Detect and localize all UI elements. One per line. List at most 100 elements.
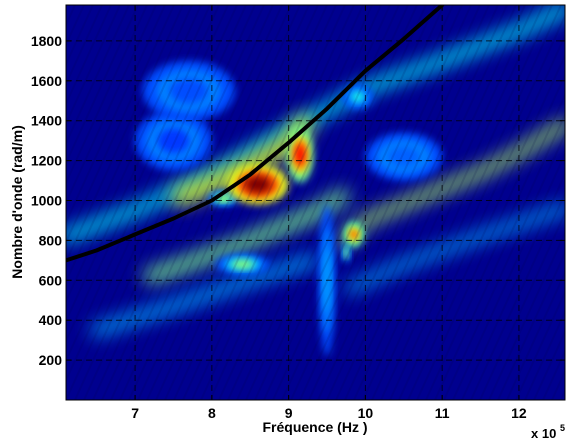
y-tick-label: 1200 (31, 153, 62, 169)
grid (66, 5, 565, 400)
stripe (0, 5, 3, 400)
stripe (66, 5, 103, 87)
stripe (66, 5, 121, 126)
stripe (173, 5, 355, 400)
stripe (74, 5, 256, 400)
stripe (263, 5, 445, 400)
hot-spot (350, 229, 358, 240)
stripe (110, 5, 292, 400)
stripe (66, 5, 220, 344)
stripe (66, 5, 202, 304)
stripe (389, 13, 565, 400)
stripe (155, 5, 337, 400)
stripe (398, 33, 565, 400)
stripe (66, 5, 157, 205)
stripe (506, 270, 565, 400)
stripe (66, 5, 184, 265)
stripe (452, 151, 565, 400)
stripe (182, 5, 364, 400)
y-tick-label: 800 (39, 232, 63, 248)
dispersion-curve (66, 5, 445, 263)
stripe (326, 5, 508, 400)
hot-spot (231, 260, 254, 269)
stripe (515, 290, 565, 400)
plot-frame (65, 4, 566, 401)
stripe (66, 5, 139, 166)
stripe (479, 211, 565, 400)
stripe (227, 5, 409, 400)
stripe (488, 230, 565, 400)
stripe (66, 5, 211, 324)
stripe (101, 5, 283, 400)
stripe (344, 5, 526, 400)
stripe (254, 5, 436, 400)
y-tick-label: 1000 (31, 193, 62, 209)
stripe (66, 5, 193, 284)
stripe (443, 132, 565, 400)
stripe (461, 171, 565, 400)
stripe (245, 5, 427, 400)
stripe (335, 5, 517, 400)
y-axis-ticks: 200 400 600 800 1000 1200 1400 1600 1800 (31, 33, 565, 368)
stripe (407, 53, 565, 400)
stripe (281, 5, 463, 400)
stripe (533, 329, 565, 400)
stripe (353, 5, 535, 400)
x-axis-multiplier-base: x 10 (531, 426, 556, 441)
y-tick-label: 1800 (31, 33, 62, 49)
y-tick-label: 400 (39, 312, 63, 328)
hot-spot (387, 146, 420, 167)
x-axis-label: Fréquence (Hz ) (262, 419, 367, 435)
stripe (66, 5, 175, 245)
stripe (497, 250, 565, 400)
stripe (66, 5, 148, 186)
stripe (66, 5, 130, 146)
stripe (191, 5, 373, 400)
stripe (317, 5, 499, 400)
stripe (308, 5, 490, 400)
hot-spot (245, 176, 271, 193)
stripe (416, 72, 565, 400)
stripe (272, 5, 454, 400)
y-tick-label: 200 (39, 352, 63, 368)
x-axis-ticks: 7 8 9 10 11 12 (131, 5, 527, 421)
stripe (434, 112, 565, 400)
stripe (380, 5, 562, 400)
stripe (362, 5, 544, 400)
x-axis-multiplier: x 10 5 (531, 423, 565, 441)
stripe (137, 5, 319, 400)
stripe (128, 5, 310, 400)
hot-spot (344, 248, 348, 257)
stripe-texture (0, 5, 565, 400)
x-tick-label: 12 (511, 405, 527, 421)
stripe (425, 92, 565, 400)
stripe (290, 5, 472, 400)
stripe (299, 5, 481, 400)
x-tick-label: 9 (285, 405, 293, 421)
dispersion-curve-layer (66, 5, 445, 263)
stripe (66, 5, 247, 400)
hot-spot (157, 128, 190, 154)
stripe (66, 5, 238, 383)
y-tick-label: 1600 (31, 73, 62, 89)
stripe (92, 5, 274, 400)
stripe (164, 5, 346, 400)
x-tick-label: 11 (435, 405, 450, 421)
stripe (470, 191, 565, 400)
hot-spot (169, 78, 209, 104)
y-tick-label: 1400 (31, 113, 62, 129)
stripe (218, 5, 400, 400)
y-tick-label: 600 (39, 272, 63, 288)
stripe (146, 5, 328, 400)
hot-spot (351, 91, 365, 102)
stripe (200, 5, 382, 400)
stripe (371, 5, 553, 400)
stripe (236, 5, 418, 400)
x-tick-label: 8 (208, 405, 216, 421)
y-axis-label: Nombre d'onde (rad/m) (9, 125, 25, 278)
x-tick-label: 10 (358, 405, 374, 421)
x-axis-multiplier-exponent: 5 (560, 423, 565, 433)
stripe (66, 5, 229, 363)
stripe (209, 5, 391, 400)
